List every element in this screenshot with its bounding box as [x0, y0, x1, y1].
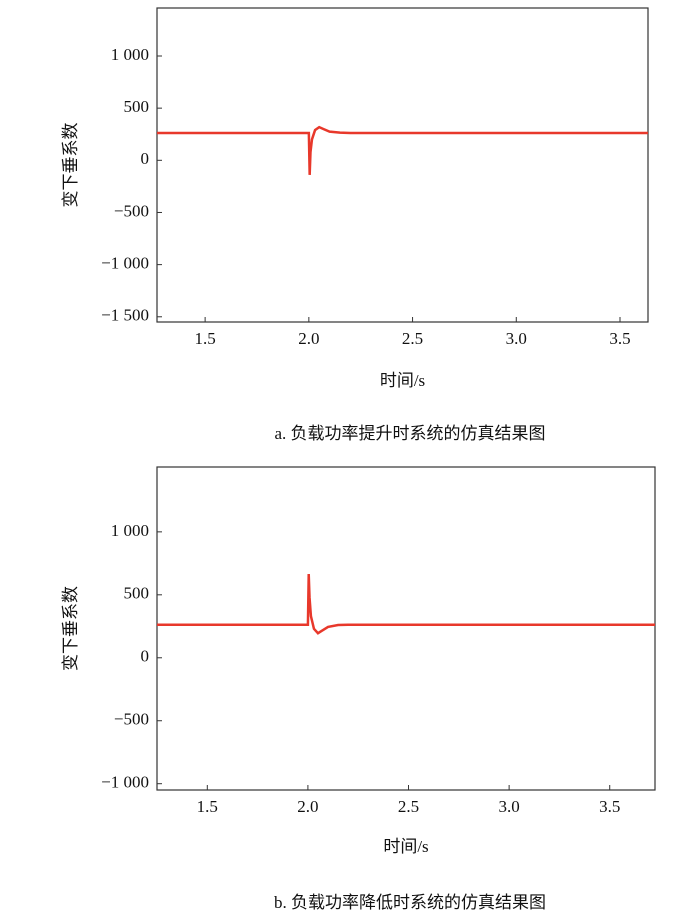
plot-frame	[156, 7, 649, 323]
caption: b. 负载功率降低时系统的仿真结果图	[274, 893, 546, 912]
x-tick-label: 3.0	[506, 329, 527, 348]
y-axis-label: 变下垂系数	[61, 586, 80, 671]
y-axis-label: 变下垂系数	[61, 123, 80, 208]
y-tick-label: −500	[114, 710, 149, 729]
x-tick-label: 1.5	[195, 329, 216, 348]
data-line	[157, 125, 648, 175]
data-line	[157, 573, 655, 635]
y-tick-label: −1 500	[101, 306, 149, 325]
y-tick-label: −1 000	[101, 773, 149, 792]
x-axis-label: 时间/s	[383, 837, 428, 856]
caption: a. 负载功率提升时系统的仿真结果图	[274, 424, 545, 443]
x-tick-label: 3.5	[599, 797, 620, 816]
x-tick-label: 2.0	[298, 329, 319, 348]
y-tick-label: −500	[114, 201, 149, 220]
y-tick-label: 1 000	[111, 521, 149, 540]
y-tick-label: 0	[141, 149, 150, 168]
x-tick-label: 2.0	[297, 797, 318, 816]
x-tick-label: 1.5	[197, 797, 218, 816]
y-tick-label: −1 000	[101, 254, 149, 273]
x-axis-label: 时间/s	[380, 371, 425, 390]
chart: −1 000 −500 0 500 1 000 1.5 2.0 2.5 3.0 3.5 变下垂系数时…	[61, 466, 656, 912]
chart: −1 500 −1 000 −500 0 500 1 000 1.5 2.0 2.5 3.0 3.5…	[61, 7, 649, 443]
x-tick-label: 3.0	[498, 797, 519, 816]
x-tick-label: 2.5	[402, 329, 423, 348]
y-tick-label: 1 000	[111, 45, 149, 64]
y-tick-label: 500	[124, 97, 150, 116]
plot-frame	[156, 466, 656, 791]
y-tick-label: 0	[141, 647, 150, 666]
x-tick-label: 3.5	[609, 329, 630, 348]
y-tick-label: 500	[124, 584, 150, 603]
x-tick-label: 2.5	[398, 797, 419, 816]
